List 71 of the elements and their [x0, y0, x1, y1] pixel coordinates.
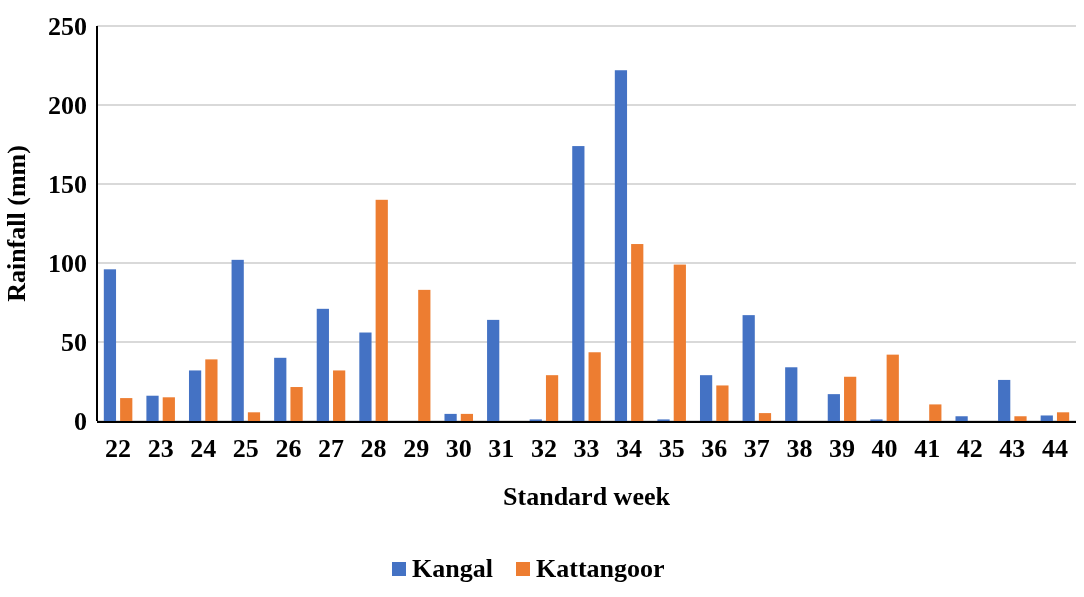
x-tick-label: 23 [147, 434, 174, 463]
bar [274, 357, 287, 421]
y-tick-label: 0 [74, 407, 87, 437]
bar [998, 379, 1011, 421]
y-tick-label: 100 [48, 249, 87, 279]
bar [487, 319, 500, 421]
x-axis-title: Standard week [503, 482, 671, 511]
x-tick-label: 22 [105, 434, 132, 463]
x-tick-label: 43 [999, 434, 1026, 463]
bar [188, 370, 202, 421]
x-tick-label: 36 [701, 434, 728, 463]
x-tick-label: 24 [190, 434, 217, 463]
bar [359, 332, 372, 421]
bar [827, 394, 840, 421]
bar [1014, 416, 1027, 421]
x-tick-label: 39 [829, 434, 855, 463]
bar [1040, 415, 1053, 421]
bar [673, 264, 686, 421]
bar [162, 397, 175, 421]
bar [375, 199, 388, 421]
x-tick-label: 31 [488, 434, 515, 463]
x-tick-label: 40 [871, 434, 898, 463]
bar [290, 387, 303, 421]
bar [631, 244, 644, 421]
legend-label: Kangal [412, 554, 493, 583]
bar [545, 375, 559, 421]
x-tick-label: 27 [318, 434, 344, 463]
bar [103, 269, 117, 421]
x-tick-label: 26 [275, 434, 302, 463]
bar [120, 398, 133, 421]
x-tick-label: 25 [232, 434, 259, 463]
bar [716, 385, 729, 421]
bar [742, 315, 755, 421]
x-tick-label: 38 [786, 434, 813, 463]
bar [1056, 412, 1070, 421]
legend-label: Kattangoor [536, 554, 665, 583]
x-tick-label: 35 [658, 434, 685, 463]
y-tick-label: 50 [61, 328, 87, 358]
bar [614, 70, 628, 421]
bar [316, 308, 329, 421]
bar [955, 416, 968, 421]
bar [444, 413, 457, 421]
y-tick-label: 250 [48, 12, 87, 42]
bar [418, 289, 431, 421]
bar [247, 412, 261, 421]
bar [886, 354, 899, 421]
bar [572, 146, 585, 421]
x-tick-label: 28 [360, 434, 387, 463]
bar [699, 375, 713, 421]
x-tick-label: 41 [914, 434, 941, 463]
x-tick-label: 44 [1041, 434, 1068, 463]
bar [205, 359, 218, 421]
x-tick-label: 34 [616, 434, 643, 463]
bar [929, 404, 942, 421]
bar [844, 376, 857, 421]
y-tick-label: 150 [48, 170, 87, 200]
x-tick-label: 33 [573, 434, 600, 463]
x-tick-label: 42 [956, 434, 983, 463]
bar [460, 413, 474, 421]
y-tick-label: 200 [48, 91, 87, 121]
x-tick-label: 29 [403, 434, 430, 463]
bar [588, 352, 601, 421]
bar [333, 370, 346, 421]
x-tick-label: 32 [530, 434, 557, 463]
bar [146, 395, 159, 421]
x-tick-label: 37 [743, 434, 770, 463]
bar [231, 259, 244, 421]
x-tick-label: 30 [445, 434, 472, 463]
y-axis-title: Rainfall (mm) [2, 145, 31, 302]
bar [758, 413, 772, 421]
bar [785, 367, 798, 421]
